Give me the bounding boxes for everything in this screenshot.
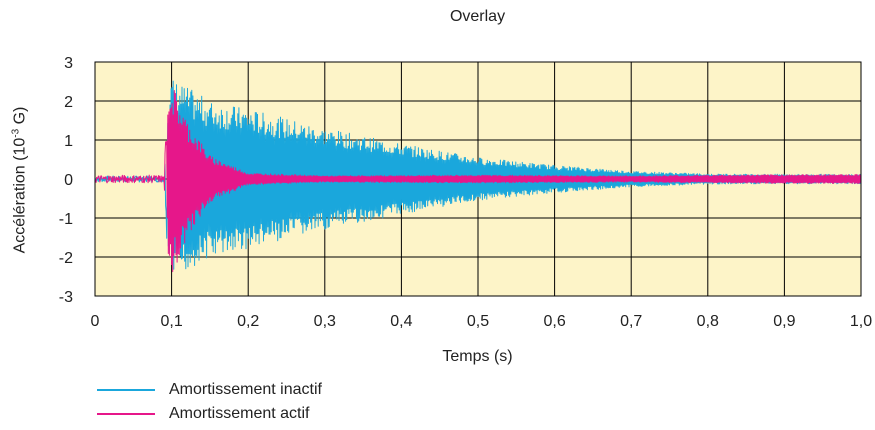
legend-item-actif: Amortissement actif [97, 402, 322, 426]
y-tick-label: -1 [59, 211, 73, 228]
legend-swatch-actif [97, 413, 155, 415]
series-group [94, 80, 862, 273]
series-line-actif [94, 90, 862, 273]
x-axis-label: Temps (s) [442, 348, 513, 365]
x-tick-label: 0,4 [390, 313, 412, 330]
x-tick-label: 0,8 [697, 313, 719, 330]
x-tick-label: 0 [91, 313, 100, 330]
x-tick-label: 1,0 [850, 313, 872, 330]
y-axis-ticks: 3 2 1 0 -1 -2 -3 [59, 55, 73, 306]
x-tick-label: 0,6 [543, 313, 565, 330]
x-tick-label: 0,5 [467, 313, 489, 330]
legend: Amortissement inactif Amortissement acti… [97, 378, 322, 426]
legend-swatch-inactif [97, 389, 155, 391]
x-tick-label: 0,2 [237, 313, 259, 330]
legend-label-inactif: Amortissement inactif [169, 381, 322, 398]
legend-item-inactif: Amortissement inactif [97, 378, 322, 402]
x-tick-label: 0,9 [773, 313, 795, 330]
y-tick-label: 0 [64, 172, 73, 189]
y-tick-label: -2 [59, 250, 73, 267]
x-axis-ticks: 0 0,1 0,2 0,3 0,4 0,5 0,6 0,7 0,8 0,9 1,0 [91, 313, 873, 330]
chart-title: Overlay [449, 8, 506, 25]
x-tick-label: 0,1 [160, 313, 182, 330]
x-tick-label: 0,3 [314, 313, 336, 330]
legend-label-actif: Amortissement actif [169, 405, 310, 422]
plot-frame [94, 61, 862, 297]
y-tick-label: -3 [59, 289, 73, 306]
x-tick-label: 0,7 [620, 313, 642, 330]
y-tick-label: 1 [64, 133, 73, 150]
y-tick-label: 3 [64, 55, 73, 72]
y-tick-label: 2 [64, 94, 73, 111]
y-axis-label: Accélération (10-3 G) [10, 106, 29, 254]
